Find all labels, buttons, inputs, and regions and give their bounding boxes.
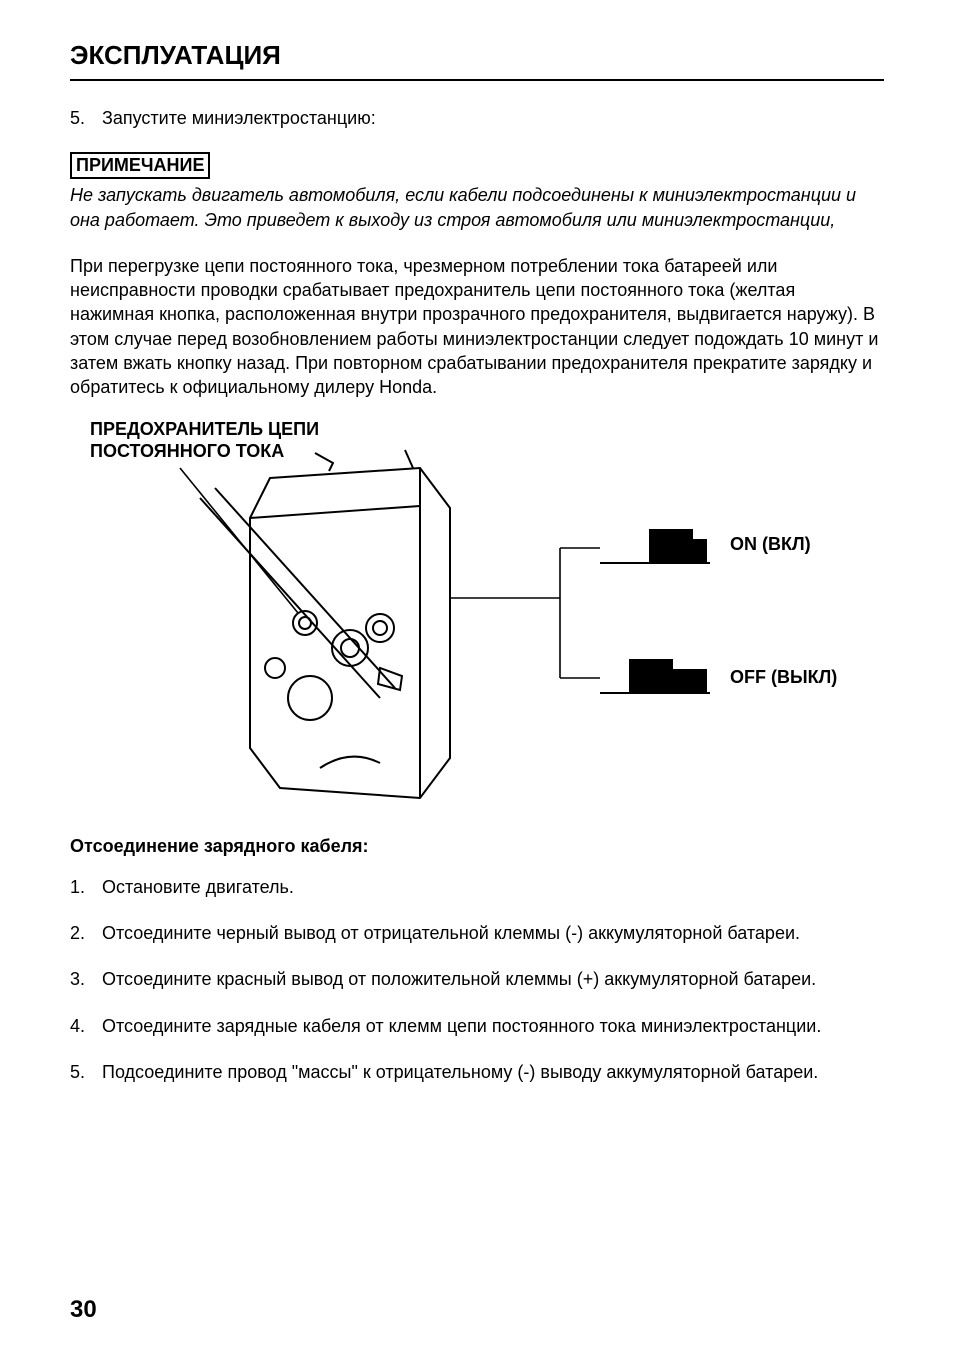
step-item: 3. Отсоедините красный вывод от положител… [70, 967, 884, 991]
intro-list-item: 5. Запустите миниэлектростанцию: [70, 106, 884, 130]
step-text: Остановите двигатель. [102, 877, 294, 897]
step-item: 2. Отсоедините черный вывод от отрицатель… [70, 921, 884, 945]
step-item: 4. Отсоедините зарядные кабеля от клемм ц… [70, 1014, 884, 1038]
subheading: Отсоединение зарядного кабеля: [70, 836, 884, 857]
step-number: 2. [70, 921, 85, 945]
list-number: 5. [70, 106, 85, 130]
list-text: Запустите миниэлектростанцию: [102, 108, 376, 128]
notice-label: ПРИМЕЧАНИЕ [70, 152, 210, 179]
step-item: 1. Остановите двигатель. [70, 875, 884, 899]
steps-list: 1. Остановите двигатель. 2. Отсоедините чер… [70, 875, 884, 1084]
step-number: 5. [70, 1060, 85, 1084]
step-number: 1. [70, 875, 85, 899]
step-number: 4. [70, 1014, 85, 1038]
notice-text: Не запускать двигатель автомобиля, если … [70, 183, 884, 232]
step-text: Отсоедините черный вывод от отрицательно… [102, 923, 800, 943]
step-item: 5. Подсоедините провод "массы" к отрицате… [70, 1060, 884, 1084]
step-text: Отсоедините зарядные кабеля от клемм цеп… [102, 1016, 821, 1036]
section-title: ЭКСПЛУАТАЦИЯ [70, 40, 884, 81]
step-text: Отсоедините красный вывод от положительн… [102, 969, 816, 989]
on-label: ON (ВКЛ) [730, 533, 811, 556]
step-number: 3. [70, 967, 85, 991]
step-text: Подсоедините провод "массы" к отрицатель… [102, 1062, 818, 1082]
diagram-svg [70, 418, 884, 818]
off-label: OFF (ВЫКЛ) [730, 666, 837, 689]
page-number: 30 [70, 1296, 97, 1324]
diagram: ПРЕДОХРАНИТЕЛЬ ЦЕПИ ПОСТОЯННОГО ТОКА [70, 418, 884, 818]
body-paragraph: При перегрузке цепи постоянного тока, чр… [70, 254, 884, 400]
